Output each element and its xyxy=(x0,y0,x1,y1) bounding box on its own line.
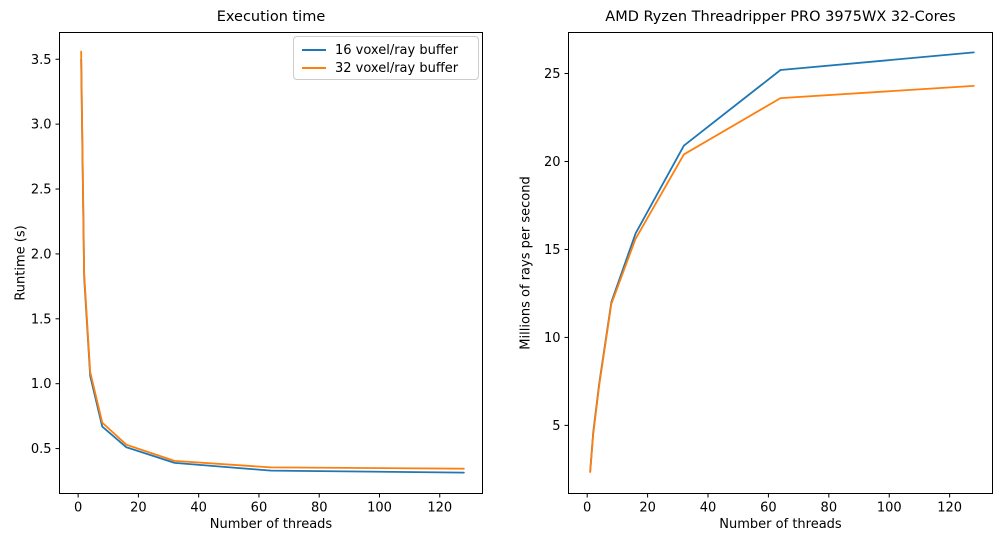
x-tick-label: 80 xyxy=(311,501,328,516)
legend-label: 32 voxel/ray buffer xyxy=(335,60,459,76)
y-tick-label: 2.0 xyxy=(31,247,52,262)
legend-item-32-voxel: 32 voxel/ray buffer xyxy=(294,59,478,77)
y-tick-label: 1.5 xyxy=(31,312,52,327)
left-plot-title: Execution time xyxy=(216,9,326,25)
left-plot-axes: 0 20 40 60 80 100 120 0.5 1.0 1.5 2.0 2.5 3.0 3.5 xyxy=(31,32,483,516)
y-tick-label: 5 xyxy=(552,419,560,434)
x-tick-label: 100 xyxy=(877,501,902,516)
right-plot-title: AMD Ryzen Threadripper PRO 3975WX 32-Cor… xyxy=(605,9,956,25)
y-tick-label: 0.5 xyxy=(31,442,52,457)
right-plot-xlabel: Number of threads xyxy=(719,517,842,532)
series-line-32-voxel xyxy=(80,50,465,470)
x-tick-label: 20 xyxy=(639,501,656,516)
y-tick-label: 1.0 xyxy=(31,377,52,392)
legend-label: 16 voxel/ray buffer xyxy=(335,42,459,58)
axes-frame xyxy=(59,32,483,494)
x-tick-label: 60 xyxy=(251,501,268,516)
x-tick-label: 80 xyxy=(821,501,838,516)
x-tick-label: 100 xyxy=(367,501,392,516)
y-tick-label: 3.0 xyxy=(31,118,52,133)
legend: 16 voxel/ray buffer 32 voxel/ray buffer xyxy=(293,36,479,80)
y-tick-label: 10 xyxy=(544,331,561,346)
x-tick-label: 40 xyxy=(700,501,717,516)
x-tick-label: 120 xyxy=(937,501,962,516)
axes-frame xyxy=(568,32,993,494)
y-tick-label: 20 xyxy=(544,155,561,170)
legend-line-sample-blue xyxy=(302,49,326,51)
x-tick-label: 0 xyxy=(74,501,82,516)
left-plot-ylabel: Runtime (s) xyxy=(13,225,29,301)
legend-line-sample-orange xyxy=(302,67,326,69)
x-tick-label: 120 xyxy=(427,501,452,516)
series-line-32-voxel xyxy=(589,84,975,473)
x-tick-label: 0 xyxy=(583,501,591,516)
y-tick-label: 15 xyxy=(544,243,561,258)
right-plot-axes: 0 20 40 60 80 100 120 5 10 15 20 25 xyxy=(544,32,993,516)
y-tick-label: 25 xyxy=(544,67,561,82)
legend-item-16-voxel: 16 voxel/ray buffer xyxy=(294,41,478,59)
y-tick-label: 2.5 xyxy=(31,183,52,198)
x-tick-label: 20 xyxy=(130,501,147,516)
x-tick-label: 60 xyxy=(760,501,777,516)
left-plot-xlabel: Number of threads xyxy=(209,517,333,532)
series-line-16-voxel xyxy=(589,51,975,473)
x-tick-label: 40 xyxy=(190,501,207,516)
series-line-16-voxel xyxy=(80,58,465,474)
right-plot-ylabel: Millions of rays per second xyxy=(518,176,534,350)
y-tick-label: 3.5 xyxy=(31,53,52,68)
